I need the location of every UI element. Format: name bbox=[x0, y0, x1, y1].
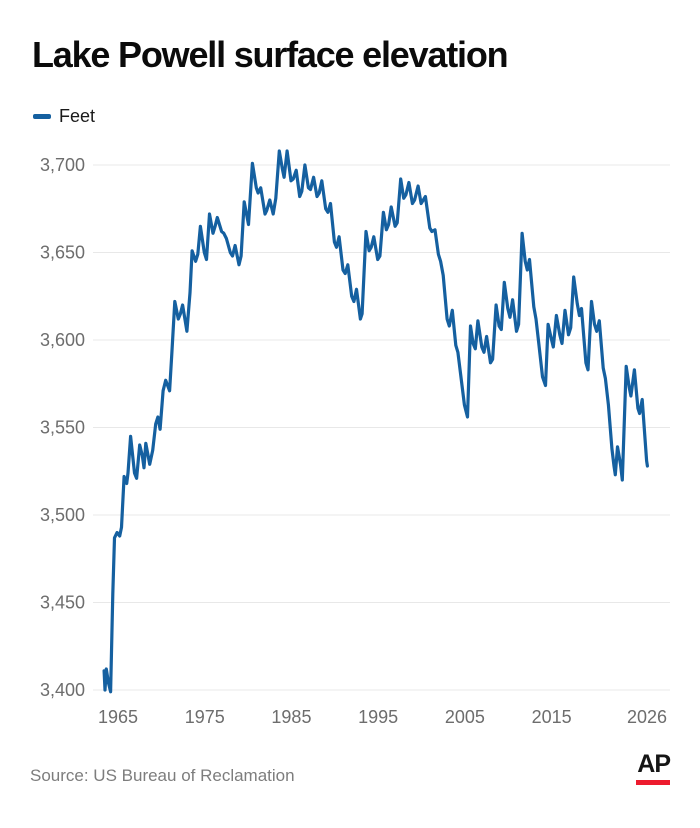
ap-logo-text: AP bbox=[637, 750, 671, 778]
x-tick-label: 2015 bbox=[532, 707, 572, 727]
x-tick-label: 2005 bbox=[445, 707, 485, 727]
x-tick-label: 1965 bbox=[98, 707, 138, 727]
y-tick-label: 3,650 bbox=[40, 243, 85, 263]
x-tick-label: 1975 bbox=[185, 707, 225, 727]
ap-logo: AP bbox=[636, 750, 671, 785]
y-tick-label: 3,400 bbox=[40, 680, 85, 700]
source-note: Source: US Bureau of Reclamation bbox=[30, 766, 295, 785]
legend: Feet bbox=[33, 106, 95, 127]
ap-logo-red-bar bbox=[636, 780, 670, 785]
y-tick-label: 3,450 bbox=[40, 593, 85, 613]
elevation-line bbox=[102, 149, 650, 694]
x-tick-label: 2026 bbox=[627, 707, 667, 727]
x-tick-label: 1995 bbox=[358, 707, 398, 727]
legend-line-swatch bbox=[33, 114, 51, 119]
y-tick-label: 3,700 bbox=[40, 155, 85, 175]
y-tick-label: 3,550 bbox=[40, 418, 85, 438]
y-tick-label: 3,500 bbox=[40, 505, 85, 525]
x-tick-label: 1985 bbox=[271, 707, 311, 727]
legend-label: Feet bbox=[59, 106, 96, 126]
line-chart: 3,400 3,450 3,500 3,550 3,600 3,650 3,700 1965 1… bbox=[40, 149, 670, 727]
chart-title: Lake Powell surface elevation bbox=[32, 34, 509, 75]
y-tick-label: 3,600 bbox=[40, 330, 85, 350]
